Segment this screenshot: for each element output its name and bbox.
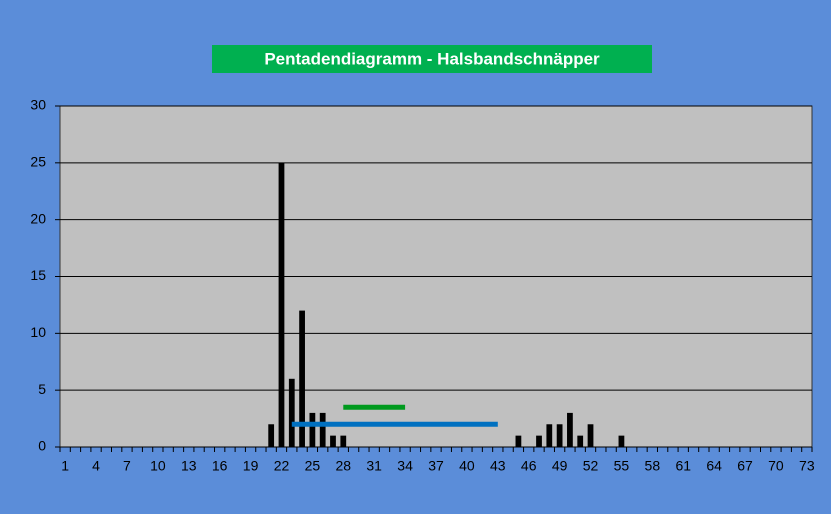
bar — [556, 424, 563, 447]
x-tick-label: 40 — [459, 458, 475, 474]
x-tick-label: 25 — [305, 458, 321, 474]
x-tick-label: 22 — [274, 458, 290, 474]
x-tick-label: 64 — [706, 458, 722, 474]
x-tick-label: 19 — [243, 458, 259, 474]
x-tick-label: 16 — [212, 458, 228, 474]
x-tick-label: 28 — [335, 458, 351, 474]
x-tick-label: 58 — [645, 458, 661, 474]
bar — [577, 435, 584, 447]
x-tick-label: 70 — [768, 458, 784, 474]
x-tick-label: 13 — [181, 458, 197, 474]
x-tick-label: 4 — [92, 458, 100, 474]
y-tick-label: 30 — [30, 97, 46, 113]
bar — [618, 435, 625, 447]
x-tick-label: 61 — [675, 458, 691, 474]
x-tick-label: 73 — [799, 458, 815, 474]
y-tick-label: 15 — [30, 267, 46, 283]
x-tick-label: 67 — [737, 458, 753, 474]
bar — [567, 412, 573, 447]
x-tick-label: 7 — [123, 458, 131, 474]
bar — [330, 435, 336, 447]
x-tick-label: 49 — [552, 458, 568, 474]
x-tick-label: 10 — [150, 458, 166, 474]
x-tick-label: 37 — [428, 458, 444, 474]
x-tick-label: 46 — [521, 458, 537, 474]
y-tick-label: 20 — [30, 210, 46, 226]
x-tick-label: 34 — [397, 458, 413, 474]
bar — [340, 435, 347, 447]
bar — [299, 310, 305, 447]
bar — [278, 162, 285, 448]
x-tick-label: 43 — [490, 458, 506, 474]
bar — [536, 435, 542, 447]
y-tick-label: 5 — [38, 381, 46, 397]
bar — [288, 378, 295, 447]
title-box — [212, 45, 652, 73]
bar — [309, 412, 316, 447]
x-tick-label: 55 — [614, 458, 630, 474]
bar — [268, 424, 275, 447]
y-tick-label: 25 — [30, 154, 46, 170]
bar — [546, 424, 553, 447]
y-tick-label: 10 — [30, 324, 46, 340]
bar — [515, 435, 522, 447]
chart-title: Pentadendiagramm - Halsbandschnäpper — [264, 49, 600, 68]
bar — [587, 424, 594, 447]
x-tick-label: 52 — [583, 458, 599, 474]
x-tick-label: 31 — [366, 458, 382, 474]
x-tick-label: 1 — [61, 458, 69, 474]
bar — [319, 412, 326, 447]
y-tick-label: 0 — [38, 438, 46, 454]
